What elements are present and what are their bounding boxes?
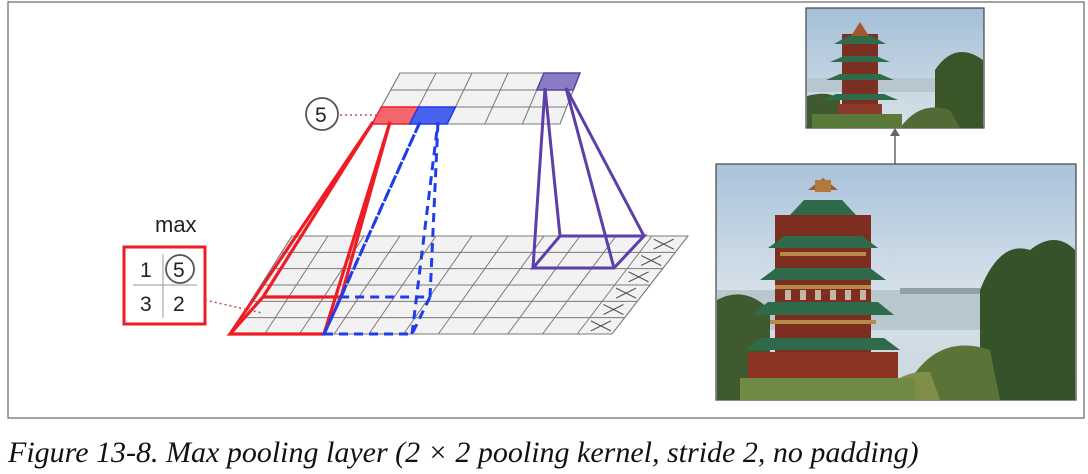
output-value-circle — [305, 97, 339, 131]
output-value: 5 — [315, 104, 327, 127]
input-photo — [715, 163, 1077, 401]
pooled-photo — [805, 7, 985, 129]
kernel-value-3: 3 — [140, 293, 152, 316]
purple-receptive-field — [529, 87, 648, 270]
red-receptive-field — [226, 121, 392, 336]
kernel-value-2: 5 — [173, 259, 185, 282]
max-circle — [165, 254, 195, 284]
kernel-value-4: 2 — [173, 293, 185, 316]
dropped-cells — [590, 238, 674, 332]
output-cell-purple — [535, 72, 582, 91]
max-label: max — [155, 212, 197, 237]
output-cell-blue — [408, 106, 457, 125]
downscale-arrowhead — [890, 128, 900, 136]
figure-caption: Figure 13-8. Max pooling layer (2 × 2 po… — [7, 436, 919, 469]
kernel-value-1: 1 — [140, 259, 152, 282]
blue-receptive-field — [321, 121, 440, 336]
kernel-box: 1 5 3 2 — [122, 245, 207, 326]
input-feature-map — [229, 235, 690, 335]
